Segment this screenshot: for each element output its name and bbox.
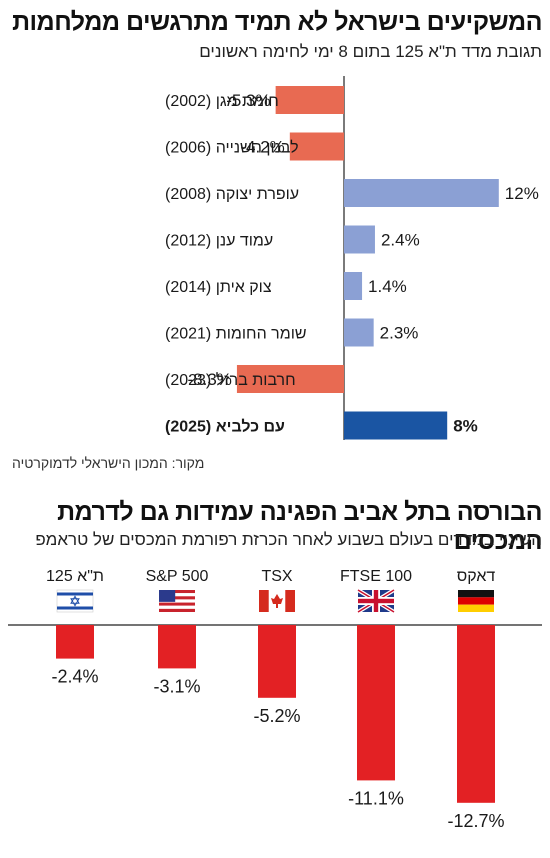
- category-label: FTSE 100: [340, 568, 412, 585]
- data-label: -4.2%: [240, 138, 284, 157]
- bar: [236, 365, 344, 393]
- top-chart-title: המשקיעים בישראל לא תמיד מתרגשים ממלחמות: [12, 8, 542, 36]
- bar: [457, 625, 495, 803]
- germany-flag-icon: [458, 590, 494, 612]
- bar: [344, 411, 448, 440]
- uk-flag-icon: [356, 588, 396, 614]
- top-bar-chart: -5.3%חומת מגן (2002) -4.2%לבנון השנייה (2…: [165, 76, 539, 440]
- bar: [344, 318, 374, 347]
- category-label: ת"א 125: [46, 568, 104, 585]
- category-label: שומר החומות (2021): [165, 326, 307, 343]
- category-label: S&P 500: [146, 568, 209, 585]
- data-label: 8%: [453, 417, 478, 436]
- top-chart-subtitle: תגובת מדד ת"א 125 בתום 8 ימי לחימה ראשונ…: [199, 42, 542, 61]
- data-label: -3.1%: [153, 676, 200, 696]
- data-label: -5.3%: [226, 91, 270, 110]
- category-label: צוק איתן (2014): [165, 279, 272, 296]
- category-label: לבנון השנייה (2006): [165, 139, 299, 157]
- bar: [344, 272, 363, 300]
- bottom-chart-title: הבורסה בתל אביב הפגינה עמידות גם לדרמת ה…: [57, 498, 542, 555]
- data-label: 2.3%: [380, 324, 419, 343]
- category-label: דאקס: [457, 568, 496, 585]
- bar: [344, 179, 499, 207]
- bar: [289, 132, 344, 161]
- data-label: -8.3%: [188, 370, 232, 389]
- data-label: -2.4%: [51, 667, 98, 687]
- category-label: חרבות ברזל (2023): [165, 371, 296, 389]
- canada-flag-icon: [259, 590, 295, 612]
- data-label: 2.4%: [381, 231, 420, 250]
- source-note: מקור: המכון הישראלי לדמוקרטיה: [12, 455, 205, 471]
- bar: [344, 225, 375, 254]
- data-label: 12%: [505, 184, 539, 203]
- bottom-chart-subtitle: השינוי במדדים בעולם בשבוע לאחר הכרזת רפו…: [35, 530, 542, 549]
- bar: [56, 625, 94, 659]
- data-label: -5.2%: [253, 706, 300, 726]
- usa-flag-icon: [159, 590, 195, 612]
- bar: [258, 625, 296, 698]
- category-label: חומת מגן (2002): [165, 93, 279, 110]
- bar: [275, 86, 344, 114]
- bar: [158, 625, 196, 669]
- data-label: 1.4%: [368, 277, 407, 296]
- bar: [357, 625, 395, 781]
- data-label: -12.7%: [447, 811, 504, 831]
- data-label: -11.1%: [348, 788, 404, 808]
- category-label: עמוד ענן (2012): [165, 233, 273, 250]
- category-label: עופרת יצוקה (2008): [165, 186, 299, 203]
- category-label: עם כלביא (2025): [165, 418, 285, 436]
- category-label: TSX: [261, 568, 292, 585]
- israel-flag-icon: [56, 589, 94, 613]
